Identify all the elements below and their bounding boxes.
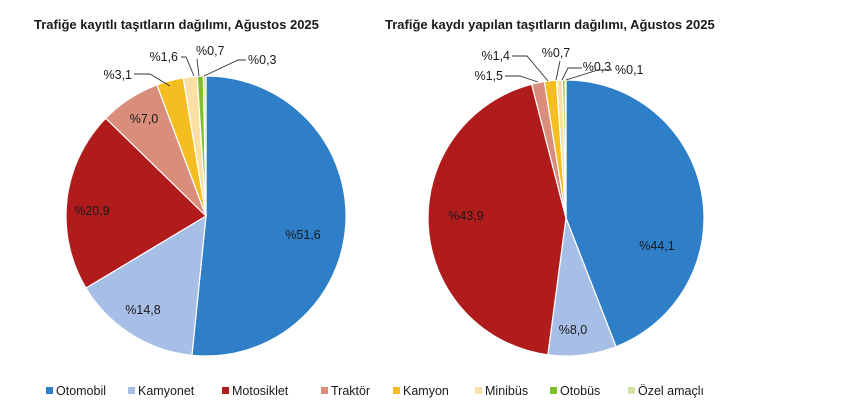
left-slice-kamyonet [85, 214, 207, 356]
legend-label-3: Traktör [331, 384, 370, 398]
left-data-label-3: %7,0 [130, 112, 159, 126]
left-slice-otomobil [191, 75, 347, 357]
right-data-label-4: %1,4 [482, 49, 511, 63]
legend-label-1: Kamyonet [138, 384, 195, 398]
right-data-label-2: %43,9 [448, 209, 483, 223]
legend-swatch-1 [128, 387, 135, 394]
right-leader-line-3 [505, 75, 539, 83]
legend-swatch-7 [628, 387, 635, 394]
right-data-label-3: %1,5 [475, 69, 504, 83]
legend-swatch-6 [550, 387, 557, 394]
legend-swatch-4 [393, 387, 400, 394]
right-slice-motosiklet [427, 83, 567, 356]
right-chart-title: Trafiğe kaydı yapılan taşıtların dağılım… [385, 17, 715, 32]
chart-legend: Otomobil Kamyonet Motosiklet Traktör Kamyon M… [46, 384, 704, 398]
left-data-label-6: %0,7 [196, 44, 225, 58]
left-leader-line-5 [181, 56, 195, 77]
left-data-label-2: %20,9 [74, 204, 109, 218]
right-leader-line-7 [565, 69, 612, 81]
legend-label-5: Minibüs [485, 384, 528, 398]
right-pie-chart: %44,1 %8,0 %43,9 %1,5 %1,4 %0,7 %0,3 %0,1 [427, 46, 705, 357]
legend-label-6: Otobüs [560, 384, 600, 398]
right-slice-otomobil [565, 79, 705, 348]
left-leader-line-6 [196, 58, 200, 77]
left-data-label-7: %0,3 [248, 53, 277, 67]
left-chart-title: Trafiğe kayıtlı taşıtların dağılımı, Ağu… [34, 17, 319, 32]
left-data-label-0: %51,6 [285, 228, 320, 242]
right-data-label-5: %0,7 [542, 46, 571, 60]
legend-label-2: Motosiklet [232, 384, 289, 398]
legend-label-0: Otomobil [56, 384, 106, 398]
legend-swatch-2 [222, 387, 229, 394]
left-data-label-5: %1,6 [150, 50, 179, 64]
legend-label-4: Kamyon [403, 384, 449, 398]
right-data-label-7: %0,1 [615, 63, 644, 77]
right-data-label-6: %0,3 [583, 60, 612, 74]
right-leader-line-6 [561, 67, 582, 81]
left-data-label-1: %14,8 [125, 303, 160, 317]
left-slice-motosiklet [65, 117, 207, 289]
left-data-label-4: %3,1 [104, 68, 133, 82]
legend-swatch-3 [321, 387, 328, 394]
right-leader-line-4 [512, 55, 549, 82]
left-leader-line-4 [134, 73, 171, 87]
left-leader-line-7 [203, 59, 246, 77]
legend-swatch-0 [46, 387, 53, 394]
legend-swatch-5 [475, 387, 482, 394]
legend-label-7: Özel amaçlı [638, 384, 704, 398]
right-leader-line-5 [555, 60, 561, 81]
right-slice-özel-amaçlı [564, 79, 567, 219]
left-pie-chart: %51,6 %14,8 %20,9 %7,0 %3,1 %1,6 %0,7 %0,3 [65, 44, 347, 357]
right-data-label-1: %8,0 [559, 323, 588, 337]
right-data-label-0: %44,1 [639, 239, 674, 253]
